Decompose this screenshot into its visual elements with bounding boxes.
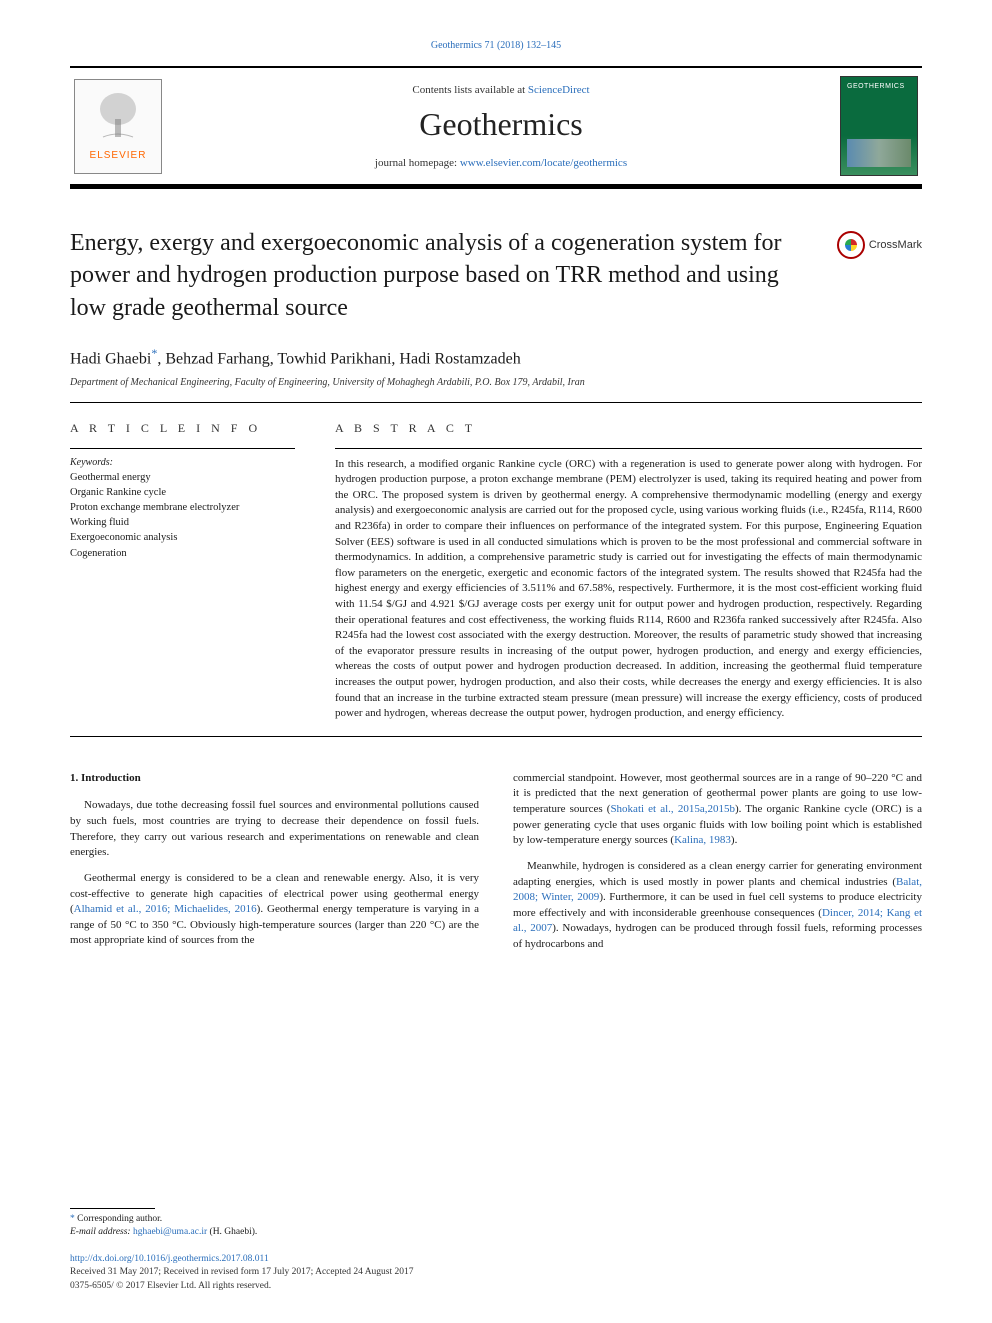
corresponding-author-note: * Corresponding author.	[70, 1213, 922, 1226]
journal-cover-label: GEOTHERMICS	[847, 83, 905, 90]
text-span: Meanwhile, hydrogen is considered as a c…	[513, 860, 922, 888]
email-line: E-mail address: hghaebi@uma.ac.ir (H. Gh…	[70, 1226, 922, 1239]
doi-link[interactable]: http://dx.doi.org/10.1016/j.geothermics.…	[70, 1254, 269, 1264]
email-link[interactable]: hghaebi@uma.ac.ir	[133, 1227, 207, 1237]
article-info-block: A R T I C L E I N F O Keywords: Geotherm…	[70, 421, 295, 722]
text-span: ).	[731, 834, 737, 846]
journal-name: Geothermics	[162, 106, 840, 143]
body-col-right: commercial standpoint. However, most geo…	[513, 771, 922, 963]
keywords-list: Geothermal energy Organic Rankine cycle …	[70, 470, 295, 561]
contents-available-line: Contents lists available at ScienceDirec…	[162, 84, 840, 96]
abstract-label: A B S T R A C T	[335, 421, 922, 436]
homepage-prefix: journal homepage:	[375, 157, 460, 169]
authors-rest: , Behzad Farhang, Towhid Parikhani, Hadi…	[157, 351, 520, 368]
abstract-block: A B S T R A C T In this research, a modi…	[335, 421, 922, 722]
keyword-item: Exergoeconomic analysis	[70, 530, 295, 545]
body-col-left: 1. Introduction Nowadays, due tothe decr…	[70, 771, 479, 963]
crossmark-label: CrossMark	[869, 239, 922, 251]
journal-cover-thumb[interactable]: GEOTHERMICS	[840, 76, 918, 176]
intro-para-2: Geothermal energy is considered to be a …	[70, 871, 479, 949]
rule-above-info	[70, 402, 922, 403]
rule-below-abstract	[70, 736, 922, 737]
affiliation: Department of Mechanical Engineering, Fa…	[70, 377, 922, 388]
copyright-line: 0375-6505/ © 2017 Elsevier Ltd. All righ…	[70, 1280, 922, 1293]
abstract-text: In this research, a modified organic Ran…	[335, 448, 922, 722]
keyword-item: Geothermal energy	[70, 470, 295, 485]
intro-para-2-cont: commercial standpoint. However, most geo…	[513, 771, 922, 849]
footer-block: * Corresponding author. E-mail address: …	[70, 1208, 922, 1293]
journal-cover-image	[847, 139, 911, 167]
journal-homepage-line: journal homepage: www.elsevier.com/locat…	[162, 157, 840, 169]
elsevier-tree-icon	[93, 91, 143, 146]
keyword-item: Cogeneration	[70, 546, 295, 561]
elsevier-logo[interactable]: ELSEVIER	[74, 79, 162, 174]
ref-alhamid-michaelides[interactable]: Alhamid et al., 2016; Michaelides, 2016	[74, 903, 257, 915]
journal-homepage-link[interactable]: www.elsevier.com/locate/geothermics	[460, 157, 627, 169]
keywords-label: Keywords:	[70, 448, 295, 468]
crossmark-icon	[837, 231, 865, 259]
keyword-item: Organic Rankine cycle	[70, 485, 295, 500]
contents-prefix: Contents lists available at	[412, 84, 527, 96]
article-title: Energy, exergy and exergoeconomic analys…	[70, 227, 817, 324]
footnote-rule	[70, 1208, 155, 1209]
keyword-item: Working fluid	[70, 515, 295, 530]
intro-para-3: Meanwhile, hydrogen is considered as a c…	[513, 859, 922, 953]
ref-kalina[interactable]: Kalina, 1983	[674, 834, 731, 846]
intro-para-1: Nowadays, due tothe decreasing fossil fu…	[70, 798, 479, 860]
email-label: E-mail address:	[70, 1227, 133, 1237]
sciencedirect-link[interactable]: ScienceDirect	[528, 84, 590, 96]
ref-shokati[interactable]: Shokati et al., 2015a,2015b	[610, 803, 735, 815]
keyword-item: Proton exchange membrane electrolyzer	[70, 500, 295, 515]
corr-note-text: Corresponding author.	[75, 1214, 162, 1224]
authors-line: Hadi Ghaebi*, Behzad Farhang, Towhid Par…	[70, 346, 922, 368]
body-columns: 1. Introduction Nowadays, due tothe decr…	[70, 771, 922, 963]
article-info-label: A R T I C L E I N F O	[70, 421, 295, 436]
received-line: Received 31 May 2017; Received in revise…	[70, 1266, 922, 1279]
author-first[interactable]: Hadi Ghaebi	[70, 351, 151, 368]
crossmark-badge[interactable]: CrossMark	[837, 231, 922, 259]
elsevier-text: ELSEVIER	[90, 150, 147, 161]
journal-banner: ELSEVIER Contents lists available at Sci…	[70, 66, 922, 189]
header-citation[interactable]: Geothermics 71 (2018) 132–145	[70, 40, 922, 51]
text-span: ). Nowadays, hydrogen can be produced th…	[513, 922, 922, 950]
email-name: (H. Ghaebi).	[207, 1227, 257, 1237]
section-heading-intro: 1. Introduction	[70, 771, 479, 787]
